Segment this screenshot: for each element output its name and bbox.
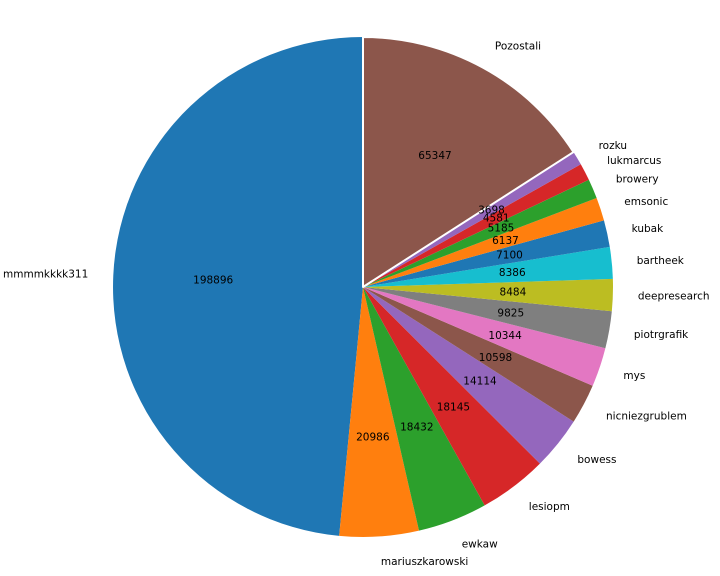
pie-slice-lukmarcus (363, 164, 589, 287)
slice-value-label-ewkaw: 18432 (400, 422, 433, 434)
slice-name-label-mys: mys (623, 370, 645, 382)
pie-slice-piotrgrafik (363, 287, 612, 349)
slice-name-label-browery: browery (616, 174, 659, 186)
pie-slice-bartheek (363, 246, 613, 287)
slice-name-label-piotrgrafik: piotrgrafik (634, 329, 689, 341)
pie-slice-mariuszkarowski (339, 287, 420, 538)
slice-name-label-deepresearch: deepresearch (638, 290, 710, 302)
slice-value-label-pozostali: 65347 (418, 150, 451, 162)
slice-value-label-nicniezgrublem: 10598 (479, 352, 512, 364)
slice-value-label-piotrgrafik: 9825 (497, 307, 524, 319)
slice-name-label-ewkaw: ewkaw (462, 538, 498, 550)
slice-value-label-kubak: 7100 (496, 249, 523, 261)
slice-name-label-emsonic: emsonic (624, 196, 668, 208)
pie-slice-deepresearch (363, 278, 614, 312)
pie-slice-pozostali (362, 36, 575, 288)
pie-slice-ewkaw (363, 287, 485, 531)
slice-name-label-lesiopm: lesiopm (529, 501, 570, 513)
slice-value-label-emsonic: 6137 (492, 235, 519, 247)
slice-name-label-kubak: kubak (632, 223, 665, 235)
slice-name-label-lukmarcus: lukmarcus (607, 155, 661, 167)
pie-slice-kubak (363, 220, 610, 287)
slice-value-label-browery: 5185 (488, 223, 515, 235)
pie-slice-bowess (363, 287, 574, 464)
slice-name-label-bartheek: bartheek (637, 255, 685, 267)
slice-value-label-deepresearch: 8484 (500, 286, 527, 298)
pie-slice-nicniezgrublem (363, 287, 593, 422)
slice-name-label-mmmmkkkk311: mmmmkkkk311 (3, 268, 88, 280)
slice-name-label-nicniezgrublem: nicniezgrublem (606, 410, 687, 422)
slice-value-label-rozku: 3698 (478, 204, 505, 216)
pie-slice-mys (363, 287, 606, 386)
slice-value-label-mariuszkarowski: 20986 (356, 431, 390, 443)
pie-slice-mmmmkkkk311 (113, 37, 363, 536)
pie-slice-emsonic (363, 198, 604, 287)
slice-value-label-lesiopm: 18145 (437, 401, 470, 413)
slice-name-label-bowess: bowess (577, 454, 616, 466)
slice-value-label-lukmarcus: 4581 (483, 213, 510, 225)
slice-name-label-pozostali: Pozostali (495, 40, 541, 52)
pie-slice-browery (363, 179, 597, 287)
slice-value-label-bowess: 14114 (463, 375, 497, 387)
slice-name-label-rozku: rozku (599, 140, 627, 152)
pie-slice-lesiopm (363, 287, 540, 506)
slice-value-label-bartheek: 8386 (499, 267, 526, 279)
slice-value-label-mys: 10344 (488, 330, 522, 342)
slice-name-label-mariuszkarowski: mariuszkarowski (381, 556, 468, 568)
slice-value-label-mmmmkkkk311: 198896 (193, 274, 233, 286)
